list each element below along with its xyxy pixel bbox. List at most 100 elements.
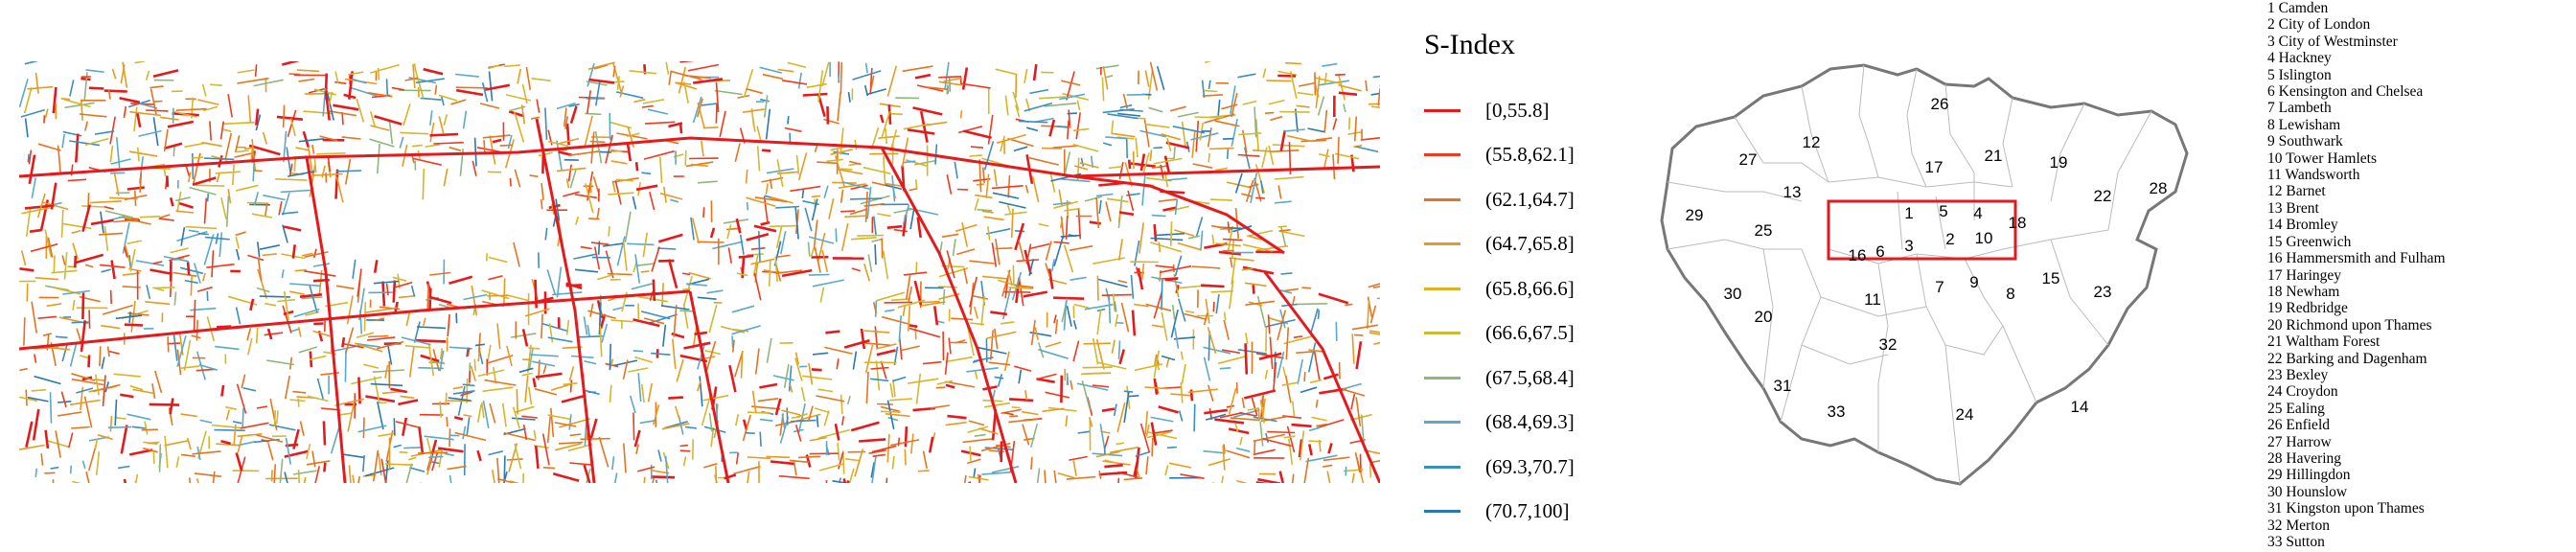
street-segment — [203, 197, 208, 224]
street-segment — [851, 237, 877, 241]
street-segment — [1098, 470, 1102, 479]
street-segment — [136, 147, 140, 162]
street-segment — [845, 458, 861, 462]
street-segment — [1303, 457, 1310, 483]
street-segment — [388, 121, 394, 145]
street-segment — [309, 284, 318, 313]
street-segment — [236, 150, 249, 153]
street-segment — [460, 391, 473, 397]
street-segment — [507, 134, 513, 150]
street-segment — [547, 129, 553, 146]
street-segment — [311, 144, 315, 154]
street-segment — [514, 443, 522, 470]
street-segment — [1011, 406, 1021, 409]
street-segment — [565, 319, 570, 335]
street-segment — [975, 194, 993, 199]
legend-row: (66.6,67.5] — [1424, 311, 1616, 356]
street-segment — [445, 392, 448, 406]
street-segment — [1168, 205, 1190, 212]
street-segment — [637, 373, 642, 402]
street-segment — [678, 66, 687, 94]
street-segment — [647, 108, 669, 115]
street-segment — [51, 269, 78, 274]
legend-swatch — [1424, 465, 1460, 469]
street-segment — [668, 396, 683, 400]
street-segment — [486, 344, 492, 364]
street-segment — [101, 268, 111, 273]
street-segment — [52, 479, 55, 483]
street-segment — [762, 73, 783, 80]
street-segment — [907, 305, 911, 332]
street-segment — [264, 203, 268, 217]
street-segment — [166, 175, 170, 187]
street-segment — [897, 437, 901, 447]
street-segment — [1235, 381, 1238, 394]
street-segment — [289, 290, 305, 295]
street-segment — [538, 151, 553, 157]
street-segment — [94, 130, 115, 135]
street-segment — [968, 481, 972, 483]
street-segment — [1217, 356, 1246, 365]
street-segment — [1372, 286, 1380, 288]
street-segment — [1326, 471, 1331, 483]
street-segment — [1222, 445, 1226, 471]
street-segment — [585, 183, 594, 214]
street-segment — [991, 242, 998, 267]
street-segment — [309, 355, 327, 361]
street-segment — [944, 61, 950, 89]
borough-list-item: 3 City of Westminster — [2267, 33, 2398, 50]
street-segment — [892, 380, 896, 398]
street-segment — [255, 108, 260, 126]
street-segment — [120, 425, 128, 454]
street-segment — [1231, 240, 1235, 258]
street-segment — [175, 210, 195, 214]
borough-label: 15 — [2042, 269, 2060, 288]
borough-list-item: 21 Waltham Forest — [2267, 334, 2380, 351]
street-segment — [1194, 116, 1225, 119]
street-segment — [438, 116, 445, 134]
street-segment — [731, 325, 761, 335]
borough-label: 32 — [1879, 335, 1898, 354]
street-segment — [128, 448, 153, 456]
street-segment — [452, 390, 475, 395]
borough-list-item: 29 Hillingdon — [2267, 467, 2351, 484]
street-segment — [21, 206, 51, 215]
street-segment — [1218, 250, 1241, 256]
street-segment — [797, 72, 802, 89]
street-segment — [701, 103, 718, 106]
street-segment — [554, 422, 577, 427]
street-segment — [616, 178, 633, 182]
legend-label: (62.1,64.7] — [1485, 187, 1575, 211]
street-segment — [1012, 264, 1015, 286]
street-segment — [1165, 356, 1170, 368]
street-segment — [540, 313, 543, 339]
street-segment — [945, 421, 967, 426]
street-segment — [1077, 430, 1090, 434]
street-segment — [1141, 172, 1146, 206]
street-segment — [248, 144, 281, 156]
street-segment — [159, 214, 171, 218]
street-segment — [180, 453, 196, 457]
street-segment — [76, 328, 82, 343]
street-segment — [1283, 288, 1300, 292]
street-segment — [574, 194, 597, 199]
street-segment — [788, 365, 793, 392]
street-segment — [564, 107, 567, 127]
street-segment — [1277, 70, 1298, 76]
street-segment — [1203, 346, 1231, 355]
street-segment — [941, 233, 959, 238]
street-segment — [1045, 263, 1051, 277]
street-segment — [1041, 147, 1063, 150]
street-segment — [466, 378, 469, 403]
street-segment — [772, 375, 794, 381]
street-segment — [173, 291, 177, 306]
street-segment — [754, 196, 788, 203]
street-segment — [1117, 205, 1122, 222]
street-segment — [1028, 156, 1059, 166]
street-segment — [283, 225, 302, 232]
street-segment — [1159, 264, 1192, 274]
street-segment — [1360, 137, 1380, 141]
street-segment — [1128, 395, 1139, 398]
street-segment — [1153, 290, 1163, 319]
street-segment — [915, 262, 918, 273]
